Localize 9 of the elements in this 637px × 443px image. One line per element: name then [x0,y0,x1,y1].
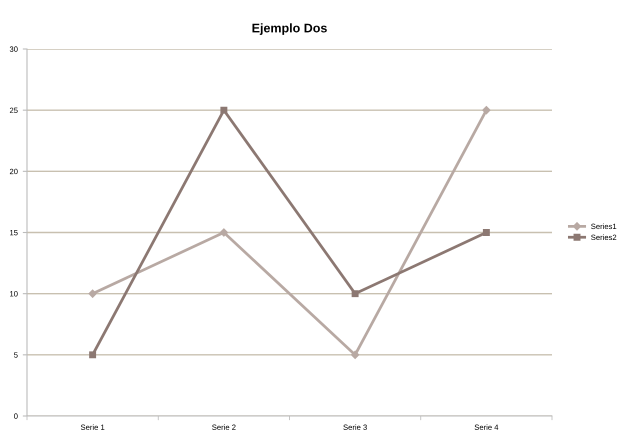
point [350,350,360,359]
point [482,106,491,114]
point [220,106,228,114]
point [352,290,359,298]
point [482,229,490,236]
chart-title: Ejemplo Dos [252,23,327,35]
point [220,228,228,237]
point [88,290,97,298]
point [89,351,96,358]
